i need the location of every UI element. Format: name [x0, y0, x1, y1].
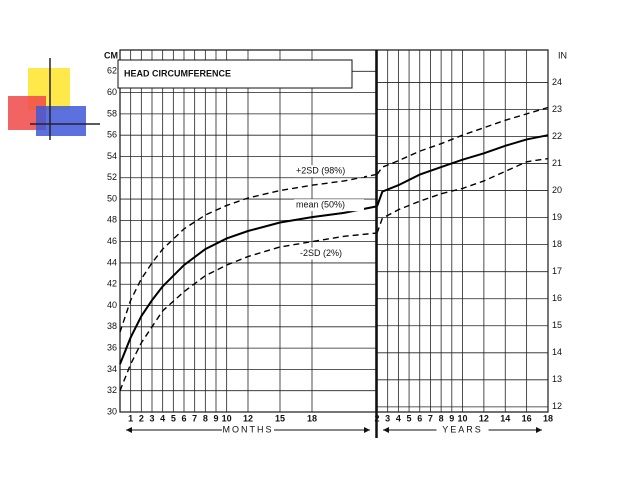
y2-tick-label: 23 — [552, 104, 562, 114]
x-tick-label: 10 — [457, 413, 467, 423]
label-bg — [294, 165, 364, 178]
y-tick-label: 62 — [107, 66, 117, 76]
y-tick-label: 54 — [107, 151, 117, 161]
y-tick-label: 48 — [107, 215, 117, 225]
chart-title: HEAD CIRCUMFERENCE — [124, 68, 231, 78]
x-tick-label: 3 — [385, 413, 390, 423]
x-tick-label: 9 — [213, 413, 218, 423]
x-tick-label: 4 — [160, 413, 165, 423]
y-tick-label: 34 — [107, 364, 117, 374]
y-tick-label: 40 — [107, 300, 117, 310]
y2-tick-label: 22 — [552, 131, 562, 141]
y2-tick-label: 17 — [552, 266, 562, 276]
series-line — [376, 157, 549, 234]
y-tick-label: 42 — [107, 279, 117, 289]
y2-tick-label: 19 — [552, 212, 562, 222]
label-bg — [436, 424, 489, 436]
x-tick-label: 8 — [203, 413, 208, 423]
chart: 1 2 3 4 5 6 7 8 9 10 12 15 1830323436384042444648505… — [104, 49, 567, 438]
deco-square — [36, 106, 86, 136]
y-axis-label: CM — [104, 50, 118, 60]
x-tick-label: 8 — [439, 413, 444, 423]
series-line — [119, 205, 377, 365]
y-tick-label: 44 — [107, 257, 117, 267]
y2-tick-label: 20 — [552, 185, 562, 195]
x-tick-label: 4 — [396, 413, 401, 423]
x-axis-label: YEARS — [442, 424, 483, 434]
x-tick-label: 9 — [449, 413, 454, 423]
x-tick-label: 6 — [181, 413, 186, 423]
series-line — [376, 134, 549, 207]
x-tick-label: 15 — [275, 413, 285, 423]
y2-tick-label: 16 — [552, 293, 562, 303]
x-tick-label: 18 — [307, 413, 317, 423]
y2-tick-label: 13 — [552, 374, 562, 384]
series-label: -2SD (2%) — [300, 248, 342, 258]
x-tick-label: 10 — [222, 413, 232, 423]
label-bg — [298, 247, 368, 260]
x-tick-label: 5 — [407, 413, 412, 423]
x-tick-label: 12 — [479, 413, 489, 423]
title-box — [117, 59, 353, 89]
series-line — [119, 173, 377, 333]
y-tick-label: 36 — [107, 342, 117, 352]
x-tick-label: 14 — [500, 413, 510, 423]
y2-tick-label: 21 — [552, 158, 562, 168]
series-line — [376, 106, 549, 175]
x-tick-label: 12 — [243, 413, 253, 423]
y-tick-label: 56 — [107, 130, 117, 140]
y-tick-label: 58 — [107, 108, 117, 118]
y2-tick-label: 12 — [552, 401, 562, 411]
y2-axis-label: IN — [558, 50, 567, 60]
series-line — [119, 232, 377, 391]
x-axis-label: MONTHS — [223, 424, 274, 434]
series-label: +2SD (98%) — [296, 166, 345, 176]
y2-tick-label: 15 — [552, 320, 562, 330]
x-tick-label: 2 — [139, 413, 144, 423]
y-tick-label: 60 — [107, 87, 117, 97]
y2-tick-label: 18 — [552, 239, 562, 249]
x-tick-label: 6 — [417, 413, 422, 423]
x-tick-label: 3 — [149, 413, 154, 423]
y-tick-label: 30 — [107, 406, 117, 416]
label-bg — [222, 424, 274, 436]
series-label: mean (50%) — [296, 200, 345, 210]
label-bg — [294, 199, 364, 212]
x-tick-label: 5 — [171, 413, 176, 423]
x-tick-label: 7 — [192, 413, 197, 423]
x-tick-label: 1 — [128, 413, 133, 423]
y-tick-label: 32 — [107, 385, 117, 395]
x-tick-label: 16 — [522, 413, 532, 423]
y2-tick-label: 24 — [552, 77, 562, 87]
x-tick-label: 18 — [543, 413, 553, 423]
y-tick-label: 50 — [107, 193, 117, 203]
y-tick-label: 38 — [107, 321, 117, 331]
y-tick-label: 46 — [107, 236, 117, 246]
x-tick-label: 7 — [428, 413, 433, 423]
y-tick-label: 52 — [107, 172, 117, 182]
y2-tick-label: 14 — [552, 347, 562, 357]
